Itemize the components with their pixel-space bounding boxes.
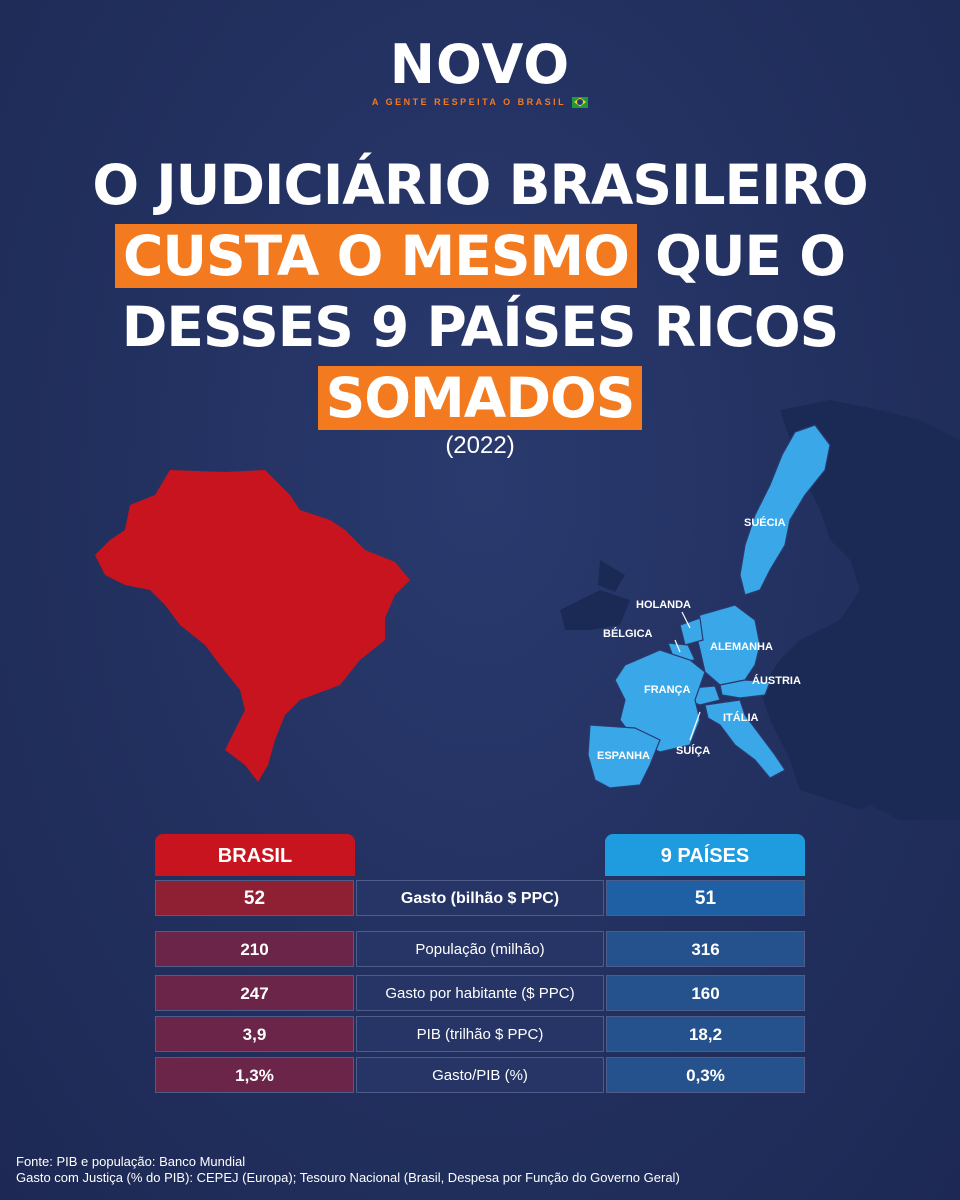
table-row: 210 População (milhão) 316 [155,931,805,967]
headline-line-3: DESSES 9 PAÍSES RICOS [121,295,840,359]
cell-brasil: 1,3% [155,1057,354,1093]
map-label-holanda: HOLANDA [636,599,691,611]
headline-line-4: SOMADOS [0,363,960,434]
source-note: Fonte: PIB e população: Banco Mundial Ga… [16,1154,680,1186]
map-label-belgica: BÉLGICA [603,627,653,640]
map-label-suecia: SUÉCIA [744,516,786,529]
brazil-map [95,470,410,782]
europe-countries-map [587,424,831,789]
logo-wordmark: NOVO [389,33,571,96]
map-label-italia: ITÁLIA [723,711,758,724]
year-label: (2022) [445,432,515,459]
netherlands-shape [679,617,704,646]
cell-paises: 51 [606,880,805,916]
map-label-alemanha: ALEMANHA [710,641,773,653]
cell-paises: 0,3% [606,1057,805,1093]
header-9-paises: 9 PAÍSES [605,834,805,876]
europe-background-land [560,400,960,820]
cell-label: Gasto/PIB (%) [356,1057,604,1093]
party-logo: NOVO A GENTE RESPEITA O BRASIL [0,38,960,110]
cell-label: PIB (trilhão $ PPC) [356,1016,604,1052]
source-line-2: Gasto com Justiça (% do PIB): CEPEJ (Eur… [16,1170,680,1185]
map-label-espanha: ESPANHA [597,750,650,762]
logo-tagline: A GENTE RESPEITA O BRASIL [371,96,589,108]
table-row: 1,3% Gasto/PIB (%) 0,3% [155,1057,805,1093]
cell-label: Gasto por habitante ($ PPC) [356,975,604,1011]
cell-paises: 160 [606,975,805,1011]
headline-highlight-2: SOMADOS [317,366,643,430]
map-label-suica: SUÍÇA [676,744,710,757]
headline-line-2: CUSTA O MESMO QUE O [0,221,960,292]
cell-brasil: 210 [155,931,354,967]
cell-paises: 316 [606,931,805,967]
logo-tagline-text: A GENTE RESPEITA O BRASIL [371,97,567,107]
headline-highlight-1: CUSTA O MESMO [115,224,637,288]
italy-shape [704,699,786,779]
table-row: 52 Gasto (bilhão $ PPC) 51 [155,880,805,916]
austria-shape [719,679,771,699]
table-row: 3,9 PIB (trilhão $ PPC) 18,2 [155,1016,805,1052]
headline-line-1: O JUDICIÁRIO BRASILEIRO [92,153,868,217]
source-line-1: Fonte: PIB e população: Banco Mundial [16,1154,246,1169]
map-label-austria: ÁUSTRIA [752,674,801,687]
cell-brasil: 52 [155,880,354,916]
brazil-flag-icon [572,96,589,108]
sweden-shape [739,424,831,596]
table-row: 247 Gasto por habitante ($ PPC) 160 [155,975,805,1011]
cell-label: Gasto (bilhão $ PPC) [356,880,604,916]
header-brasil: BRASIL [155,834,355,876]
cell-brasil: 247 [155,975,354,1011]
france-shape [614,649,706,753]
cell-label: População (milhão) [356,931,604,967]
headline-line-2-rest: QUE O [636,224,846,288]
headline: O JUDICIÁRIO BRASILEIRO CUSTA O MESMO QU… [0,150,960,434]
cell-paises: 18,2 [606,1016,805,1052]
cell-brasil: 3,9 [155,1016,354,1052]
spain-shape [587,724,661,789]
map-label-franca: FRANÇA [644,684,690,696]
